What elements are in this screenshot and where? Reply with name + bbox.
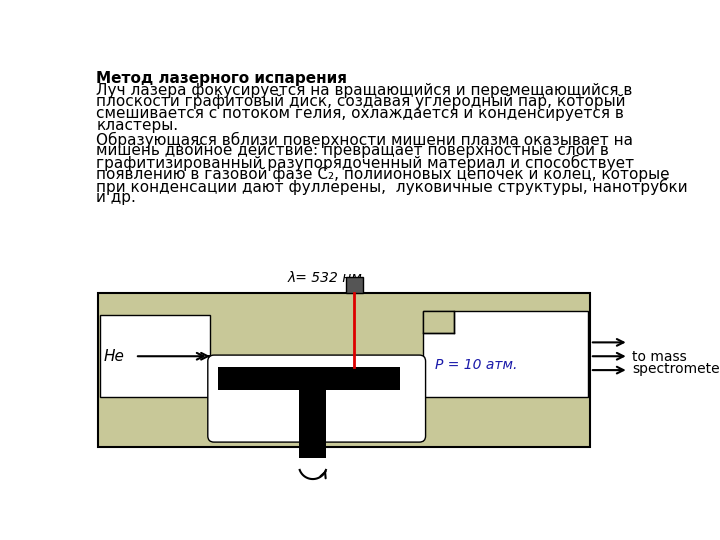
- Bar: [98, 294, 590, 448]
- Text: смешивается с потоком гелия, охлаждается и конденсируется в: смешивается с потоком гелия, охлаждается…: [96, 106, 624, 121]
- Bar: [218, 367, 400, 390]
- Bar: [300, 390, 326, 457]
- Text: Луч лазера фокусируется на вращающийся и перемещающийся в: Луч лазера фокусируется на вращающийся и…: [96, 83, 633, 98]
- FancyBboxPatch shape: [423, 311, 588, 397]
- Text: Образующаяся вблизи поверхности мишени плазма оказывает на: Образующаяся вблизи поверхности мишени п…: [96, 132, 633, 148]
- Text: λ= 532 нм: λ= 532 нм: [287, 271, 362, 285]
- FancyBboxPatch shape: [208, 355, 426, 442]
- Bar: [100, 315, 210, 397]
- Text: to mass: to mass: [632, 350, 688, 364]
- Text: при конденсации дают фуллерены,  луковичные структуры, нанотрубки: при конденсации дают фуллерены, луковичн…: [96, 179, 688, 195]
- Text: графитизированный разупорядоченный материал и способствует: графитизированный разупорядоченный матер…: [96, 155, 634, 171]
- Text: кластеры.: кластеры.: [96, 118, 179, 133]
- Text: и др.: и др.: [96, 190, 136, 205]
- Text: P = 10 атм.: P = 10 атм.: [435, 358, 517, 372]
- Text: Метод лазерного испарения: Метод лазерного испарения: [96, 71, 347, 86]
- Text: плоскости графитовый диск, создавая углеродный пар, который: плоскости графитовый диск, создавая угле…: [96, 94, 626, 110]
- Text: мишень двойное действие: превращает поверхностные слои в: мишень двойное действие: превращает пове…: [96, 144, 609, 159]
- Bar: [346, 276, 363, 294]
- Text: Не: Не: [104, 349, 125, 364]
- Bar: [423, 311, 454, 333]
- Text: spectrometer: spectrometer: [632, 362, 720, 376]
- Text: появлению в газовой фазе С₂, полиионовых цепочек и колец, которые: появлению в газовой фазе С₂, полиионовых…: [96, 167, 670, 182]
